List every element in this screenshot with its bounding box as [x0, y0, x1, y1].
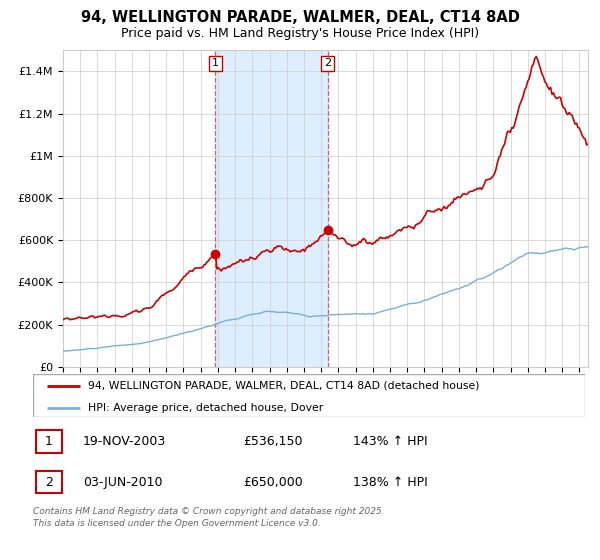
Text: 2: 2: [45, 475, 53, 488]
Text: 1: 1: [212, 58, 219, 68]
Text: Contains HM Land Registry data © Crown copyright and database right 2025.
This d: Contains HM Land Registry data © Crown c…: [33, 507, 385, 528]
Text: 2: 2: [324, 58, 331, 68]
Text: 03-JUN-2010: 03-JUN-2010: [83, 475, 162, 488]
Text: 143% ↑ HPI: 143% ↑ HPI: [353, 435, 428, 448]
Text: 1: 1: [45, 435, 53, 448]
Bar: [36, 430, 62, 453]
Text: £650,000: £650,000: [243, 475, 302, 488]
Text: HPI: Average price, detached house, Dover: HPI: Average price, detached house, Dove…: [88, 403, 323, 413]
Text: 138% ↑ HPI: 138% ↑ HPI: [353, 475, 428, 488]
Text: Price paid vs. HM Land Registry's House Price Index (HPI): Price paid vs. HM Land Registry's House …: [121, 27, 479, 40]
Text: 19-NOV-2003: 19-NOV-2003: [83, 435, 166, 448]
Bar: [36, 471, 62, 493]
Bar: [215, 50, 328, 367]
Text: £536,150: £536,150: [243, 435, 302, 448]
Text: 94, WELLINGTON PARADE, WALMER, DEAL, CT14 8AD: 94, WELLINGTON PARADE, WALMER, DEAL, CT1…: [80, 10, 520, 25]
Text: 94, WELLINGTON PARADE, WALMER, DEAL, CT14 8AD (detached house): 94, WELLINGTON PARADE, WALMER, DEAL, CT1…: [88, 381, 480, 391]
